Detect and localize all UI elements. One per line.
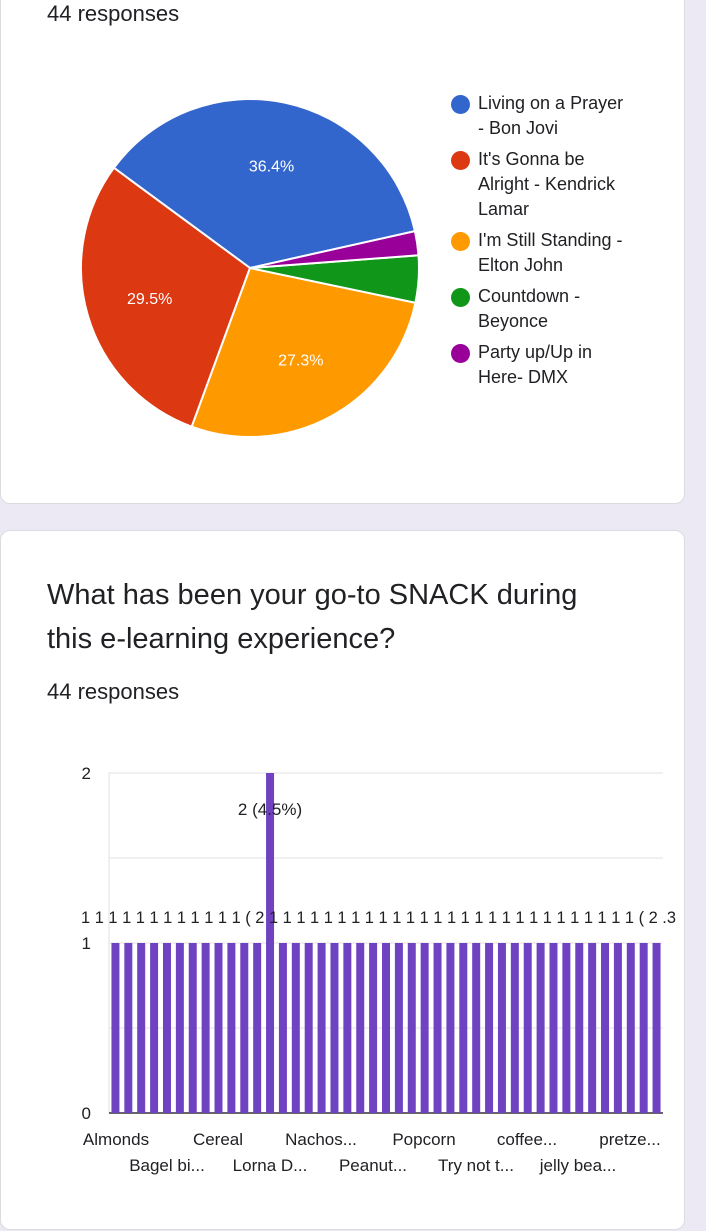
pie-slice-label: 29.5%: [127, 291, 172, 308]
bar: [588, 943, 597, 1113]
legend-dot-icon: [451, 288, 470, 307]
legend-label: Countdown - Beyonce: [478, 286, 581, 331]
pie-slice: [190, 266, 417, 438]
legend-dot-icon: [451, 95, 470, 114]
bar: [188, 943, 197, 1113]
bar: [497, 943, 506, 1113]
bar: [536, 943, 545, 1113]
pie-slice: [112, 98, 417, 270]
x-category-label: Cereal: [193, 1130, 243, 1149]
bar: [317, 943, 326, 1113]
bar: [111, 943, 120, 1113]
x-category-label: Nachos...: [285, 1130, 357, 1149]
bar: [330, 943, 339, 1113]
bar: [175, 943, 184, 1113]
bar: [472, 943, 481, 1113]
bar: [407, 943, 416, 1113]
legend-label: Party up/Up in Here- DMX: [478, 342, 593, 387]
bar-chart-card: What has been your go-to SNACK during th…: [0, 530, 685, 1230]
response-count: 44 responses: [47, 1, 180, 26]
x-category-label: coffee...: [497, 1130, 557, 1149]
legend-dot-icon: [451, 151, 470, 170]
x-category-label: Almonds: [83, 1130, 149, 1149]
bar: [394, 943, 403, 1113]
x-category-label: Popcorn: [392, 1130, 455, 1149]
pie-slice-label: 27.3%: [278, 353, 323, 370]
bar: [227, 943, 236, 1113]
bar: [214, 943, 223, 1113]
bar: [652, 943, 661, 1113]
peak-data-label: 2 (4.5%): [238, 800, 302, 819]
bar: [343, 943, 352, 1113]
bar: [278, 943, 287, 1113]
legend-label: Living on a Prayer - Bon Jovi: [478, 93, 624, 138]
bar: [266, 773, 275, 1113]
bar: [549, 943, 558, 1113]
bar: [613, 943, 622, 1113]
bar: [639, 943, 648, 1113]
bar: [201, 943, 210, 1113]
bar: [240, 943, 249, 1113]
legend-item: Party up/Up in Here- DMX: [451, 340, 651, 390]
legend-dot-icon: [451, 232, 470, 251]
bar: [433, 943, 442, 1113]
legend-item: It's Gonna be Alright - Kendrick Lamar: [451, 147, 651, 222]
legend-item: Countdown - Beyonce: [451, 284, 651, 334]
bar-data-labels: 1 1 1 1 1 1 1 1 1 1 1 1 ( 2 1 1 1 1 1 1 …: [81, 908, 676, 927]
question-title: What has been your go-to SNACK during th…: [47, 579, 578, 655]
bar: [510, 943, 519, 1113]
bar: [356, 943, 365, 1113]
bar: [575, 943, 584, 1113]
bar: [253, 943, 262, 1113]
x-category-label: jelly bea...: [539, 1156, 617, 1175]
bar: [420, 943, 429, 1113]
legend-label: It's Gonna be Alright - Kendrick Lamar: [478, 149, 616, 219]
bar: [124, 943, 133, 1113]
pie-slice: [249, 229, 420, 269]
y-tick-label: 2: [82, 764, 91, 783]
bar: [601, 943, 610, 1113]
bar: [459, 943, 468, 1113]
bar: [446, 943, 455, 1113]
pie-chart-card: 44 responses 36.4% 29.5% 27.3% Living on a…: [0, 0, 685, 504]
bar: [304, 943, 313, 1113]
bar: [626, 943, 635, 1113]
bar: [137, 943, 146, 1113]
y-tick-label: 0: [82, 1104, 91, 1123]
y-tick-label: 1: [82, 934, 91, 953]
response-count: 44 responses: [47, 679, 180, 704]
bar: [291, 943, 300, 1113]
pie-slice-label: 36.4%: [249, 158, 294, 175]
legend-item: Living on a Prayer - Bon Jovi: [451, 91, 651, 141]
legend-dot-icon: [451, 344, 470, 363]
bar: [162, 943, 171, 1113]
legend-item: I'm Still Standing - Elton John: [451, 228, 651, 278]
bar-chart: 0 1 2 1 1 1 1 1 1 1 1 1 1 1 1 ( 2 1 1 1 1 1…: [81, 764, 676, 1175]
x-category-label: Lorna D...: [233, 1156, 308, 1175]
pie-legend: Living on a Prayer - Bon Jovi It's Gonna b…: [451, 91, 651, 396]
pie-slice: [80, 166, 252, 428]
legend-label: I'm Still Standing - Elton John: [478, 230, 623, 275]
bar: [150, 943, 159, 1113]
bar: [369, 943, 378, 1113]
bar: [562, 943, 571, 1113]
pie-chart: 36.4% 29.5% 27.3%: [80, 98, 420, 438]
bar: [523, 943, 532, 1113]
x-category-label: Peanut...: [339, 1156, 407, 1175]
x-category-label: Try not t...: [438, 1156, 514, 1175]
bar: [485, 943, 494, 1113]
x-category-label: pretze...: [599, 1130, 660, 1149]
x-category-label: Bagel bi...: [129, 1156, 205, 1175]
bar: [382, 943, 390, 1113]
